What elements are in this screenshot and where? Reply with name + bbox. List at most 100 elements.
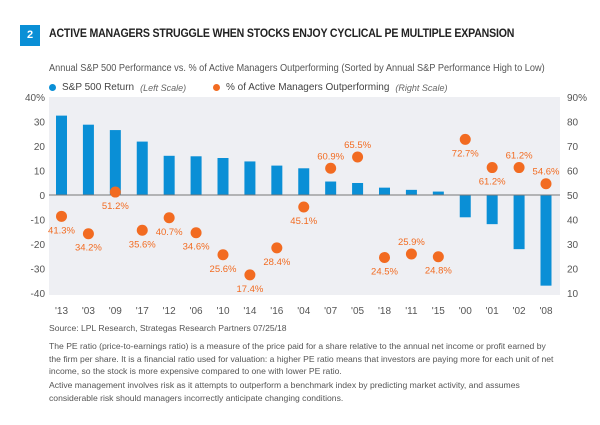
bar-sp500-return xyxy=(352,182,364,195)
bar-sp500-return xyxy=(298,168,310,195)
left-axis-tick: 30 xyxy=(34,118,46,129)
data-label: 35.6% xyxy=(129,239,156,250)
right-axis-tick: 10 xyxy=(567,289,579,300)
x-axis-tick: '02 xyxy=(513,306,526,317)
data-label: 61.2% xyxy=(506,151,533,162)
x-axis-tick: '01 xyxy=(486,306,499,317)
bar-sp500-return xyxy=(432,191,444,195)
bar-sp500-return xyxy=(379,187,390,195)
x-axis-tick: '16 xyxy=(270,306,283,317)
x-axis-tick: '11 xyxy=(405,306,418,317)
legend-note: (Right Scale) xyxy=(395,82,448,93)
x-axis-tick: '13 xyxy=(55,306,68,317)
left-axis-tick: -40 xyxy=(31,289,46,300)
data-label: 17.4% xyxy=(236,284,263,295)
data-label: 41.3% xyxy=(48,225,75,236)
x-axis-tick: '17 xyxy=(136,306,149,317)
right-axis-tick: 40 xyxy=(567,216,579,227)
figure-number-badge: 2 xyxy=(20,25,40,46)
left-axis-tick: -30 xyxy=(31,265,46,276)
x-axis-tick: '10 xyxy=(216,306,229,317)
data-label: 60.9% xyxy=(317,151,344,162)
right-axis-tick: 50 xyxy=(567,191,579,202)
data-label: 25.9% xyxy=(398,237,425,248)
data-label: 24.5% xyxy=(371,266,398,277)
x-axis-tick: '15 xyxy=(432,306,445,317)
point-managers-outperforming xyxy=(405,248,417,260)
point-managers-outperforming xyxy=(325,162,337,174)
legend-swatch-orange-icon xyxy=(213,84,220,91)
bar-sp500-return xyxy=(190,156,202,195)
x-axis-tick: '12 xyxy=(163,306,176,317)
bar-sp500-return xyxy=(513,195,525,250)
legend-item-managers: % of Active Managers Outperforming (Righ… xyxy=(213,82,447,93)
point-managers-outperforming xyxy=(109,186,121,198)
point-managers-outperforming xyxy=(298,201,310,213)
x-axis-tick: '14 xyxy=(243,306,256,317)
chart-title: ACTIVE MANAGERS STRUGGLE WHEN STOCKS ENJ… xyxy=(49,28,515,40)
x-axis-tick: '07 xyxy=(324,306,337,317)
point-managers-outperforming xyxy=(271,242,283,254)
point-managers-outperforming xyxy=(82,228,94,240)
data-label: 34.2% xyxy=(75,243,102,254)
legend-item-sp500: S&P 500 Return (Left Scale) xyxy=(49,82,186,93)
data-label: 25.6% xyxy=(210,264,237,275)
data-label: 61.2% xyxy=(479,177,506,188)
point-managers-outperforming xyxy=(540,178,552,190)
bar-sp500-return xyxy=(486,195,498,225)
point-managers-outperforming xyxy=(513,162,525,174)
x-axis-tick: '18 xyxy=(378,306,391,317)
legend-label: S&P 500 Return xyxy=(62,82,135,93)
left-axis-tick: 20 xyxy=(34,142,46,153)
point-managers-outperforming xyxy=(163,212,175,224)
bar-sp500-return xyxy=(459,195,471,218)
data-label: 45.1% xyxy=(290,216,317,227)
legend-swatch-blue-icon xyxy=(49,84,56,91)
left-axis-tick: 0 xyxy=(39,191,45,202)
left-axis-tick: -10 xyxy=(31,216,46,227)
chart-subtitle: Annual S&P 500 Performance vs. % of Acti… xyxy=(49,63,545,74)
data-label: 28.4% xyxy=(263,257,290,268)
data-label: 72.7% xyxy=(452,148,479,159)
risk-disclosure: Active management involves risk as it at… xyxy=(49,380,520,403)
x-axis-tick: '08 xyxy=(539,306,552,317)
point-managers-outperforming xyxy=(432,251,444,263)
point-managers-outperforming xyxy=(56,210,67,222)
right-axis-tick: 30 xyxy=(567,240,579,251)
x-axis-tick: '00 xyxy=(459,306,472,317)
point-managers-outperforming xyxy=(217,249,229,261)
point-managers-outperforming xyxy=(136,224,148,236)
data-label: 24.8% xyxy=(425,266,452,277)
x-axis-tick: '05 xyxy=(351,306,364,317)
bar-sp500-return xyxy=(540,195,552,286)
point-managers-outperforming xyxy=(459,133,471,145)
right-axis-tick: 90% xyxy=(567,93,587,104)
right-axis-tick: 60 xyxy=(567,167,579,178)
source-note: Source: LPL Research, Strategas Research… xyxy=(49,323,287,333)
bar-sp500-return xyxy=(56,115,67,195)
left-axis-tick: -20 xyxy=(31,240,46,251)
data-label: 54.6% xyxy=(533,167,560,178)
data-label: 51.2% xyxy=(102,201,129,212)
point-managers-outperforming xyxy=(352,151,364,163)
x-axis-tick: '04 xyxy=(297,306,310,317)
data-label: 34.6% xyxy=(183,242,210,253)
x-axis-tick: '06 xyxy=(190,306,203,317)
left-axis-tick: 10 xyxy=(34,167,46,178)
legend-label: % of Active Managers Outperforming xyxy=(226,82,390,93)
data-label: 65.5% xyxy=(344,140,371,151)
right-axis-tick: 20 xyxy=(567,265,579,276)
point-managers-outperforming xyxy=(379,251,390,263)
bar-sp500-return xyxy=(163,155,175,195)
x-axis-tick: '03 xyxy=(82,306,95,317)
left-axis-tick: 40% xyxy=(25,93,45,104)
bar-sp500-return xyxy=(325,181,337,195)
x-axis-tick: '09 xyxy=(109,306,122,317)
bar-sp500-return xyxy=(109,130,121,195)
right-axis-tick: 80 xyxy=(567,118,579,129)
bar-sp500-return xyxy=(271,165,283,195)
point-managers-outperforming xyxy=(190,227,202,239)
bar-sp500-return xyxy=(82,124,94,195)
bar-sp500-return xyxy=(136,141,148,195)
